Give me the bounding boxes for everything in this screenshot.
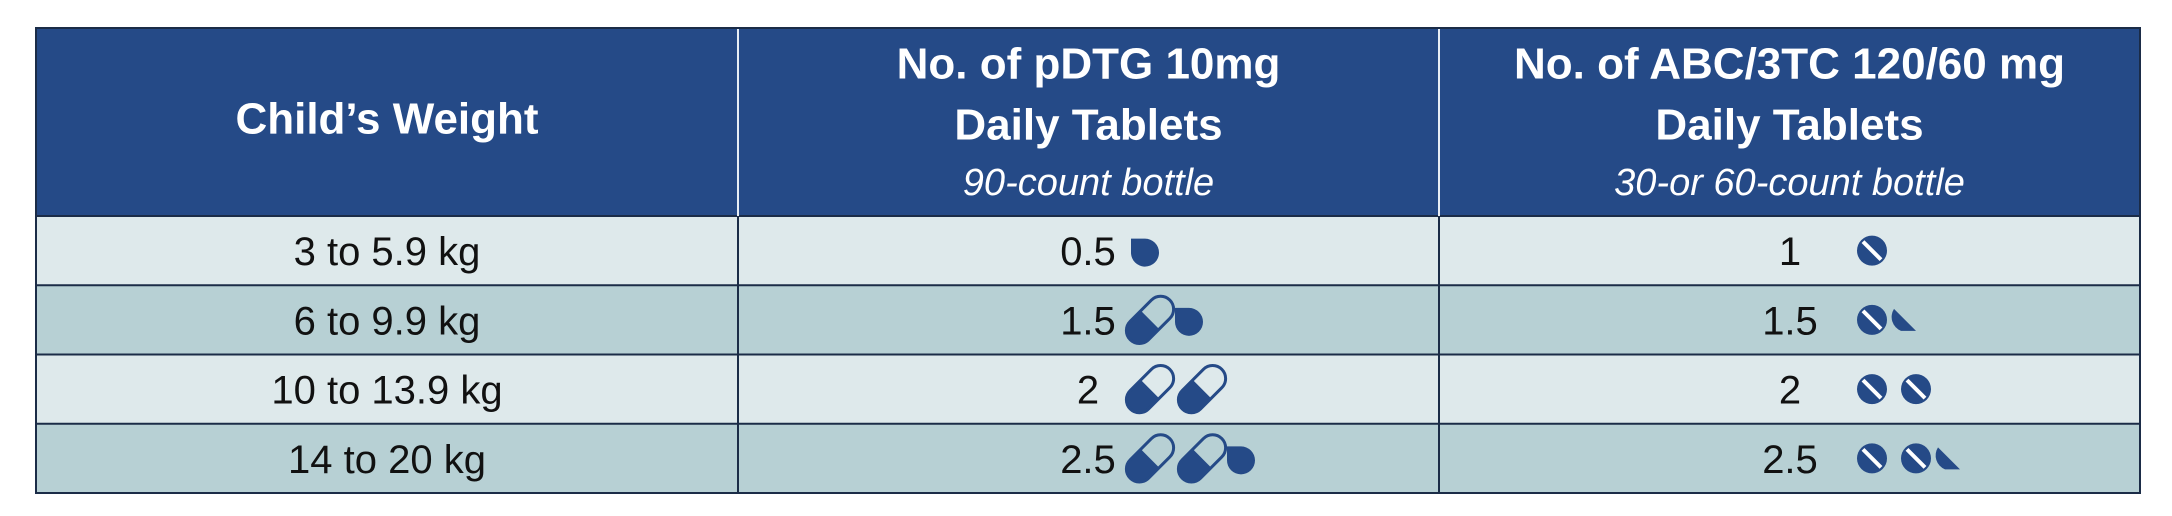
capsule-outline (1124, 364, 1176, 415)
tablet-score (1861, 240, 1883, 262)
tablet-icons (1124, 294, 1203, 345)
tablet-icons (1857, 374, 1931, 405)
tablet-score (1861, 309, 1883, 331)
tablet-icons (1131, 238, 1160, 267)
capsule (1124, 294, 1176, 345)
table-border (35, 27, 2141, 494)
tablet-count: 2.5 (1762, 438, 1818, 482)
header-subtitle: 30-or 60-count bottle (1614, 162, 1965, 204)
row-bg (36, 354, 2140, 424)
header-title: Daily Tablets (1655, 101, 1923, 150)
capsule-outline (1124, 433, 1176, 484)
capsule (1124, 364, 1176, 415)
weight-label: 6 to 9.9 kg (294, 299, 481, 343)
capsule (1176, 433, 1228, 484)
tablet-count: 2.5 (1060, 438, 1116, 482)
header-subtitle: 90-count bottle (963, 162, 1214, 204)
tablet-score (1905, 447, 1927, 469)
capsule (1176, 364, 1228, 415)
half-tablet (1891, 308, 1916, 331)
capsule-outline (1176, 364, 1228, 415)
half-tablet (1935, 447, 1960, 470)
row-bg (36, 423, 2140, 493)
header-title: No. of pDTG 10mg (897, 40, 1281, 89)
tablet-score (1861, 378, 1883, 400)
tablet-count: 1.5 (1762, 299, 1818, 343)
tablet-count: 2 (1779, 369, 1801, 413)
header-title: Daily Tablets (954, 101, 1222, 150)
tablet-count: 1 (1779, 230, 1801, 274)
capsule (1124, 433, 1176, 484)
weight-label: 3 to 5.9 kg (294, 230, 481, 274)
tablet-icons (1857, 443, 1960, 474)
half-tablet (1131, 238, 1160, 267)
weight-label: 10 to 13.9 kg (271, 369, 502, 413)
tablet-score (1861, 447, 1883, 469)
tablet-icons (1857, 304, 1916, 335)
half-tablet (1175, 307, 1203, 336)
header-bg (36, 28, 2140, 216)
tablet-count: 1.5 (1060, 299, 1116, 343)
tablet-icons (1124, 433, 1255, 484)
header-title: Child’s Weight (235, 95, 538, 144)
row-bg (36, 285, 2140, 355)
tablet-score (1905, 378, 1927, 400)
row-bg (36, 216, 2140, 286)
tablet-icons (1124, 364, 1228, 415)
weight-label: 14 to 20 kg (288, 438, 486, 482)
half-tablet (1227, 446, 1255, 475)
tablet-count: 0.5 (1060, 230, 1116, 274)
tablet-count: 2 (1077, 369, 1099, 413)
capsule-outline (1124, 294, 1176, 345)
header-title: No. of ABC/3TC 120/60 mg (1514, 40, 2065, 89)
capsule-outline (1176, 433, 1228, 484)
tablet-icons (1857, 235, 1887, 266)
